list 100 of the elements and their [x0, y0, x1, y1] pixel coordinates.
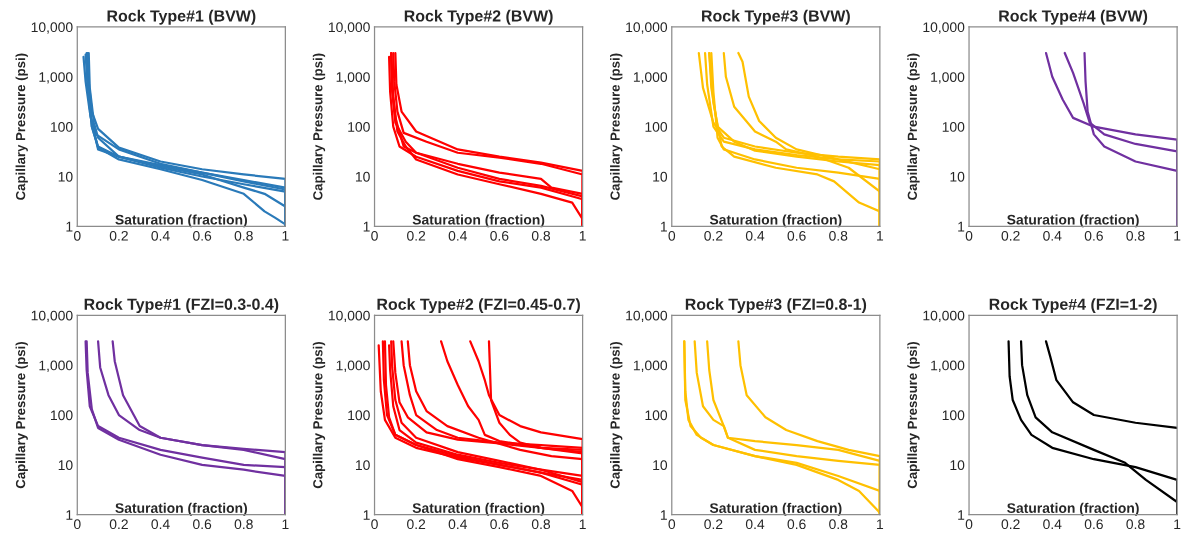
x-axis-title: Saturation (fraction): [412, 502, 545, 516]
x-tick-label: 0.6: [193, 230, 212, 241]
chart-title: Rock Type#3 (FZI=0.8-1): [685, 298, 867, 314]
y-axis-title: Capillary Pressure (psi): [312, 53, 326, 200]
y-tick-label: 100: [348, 122, 370, 132]
y-tick-label: 1: [660, 221, 667, 232]
x-tick-label: 0.2: [407, 519, 426, 530]
x-tick-label: 1: [1174, 231, 1181, 241]
x-tick-label: 0: [371, 230, 378, 241]
x-tick-label: 0: [73, 519, 81, 530]
y-tick-label: 1: [363, 510, 370, 520]
x-tick-label: 0.2: [407, 230, 426, 241]
x-tick-label: 0.4: [1043, 230, 1062, 241]
y-tick-label: 10,000: [31, 22, 73, 34]
x-tick-label: 1: [877, 519, 884, 529]
y-axis-title: Capillary Pressure (psi): [15, 341, 28, 489]
chart-title: Rock Type#4 (BVW): [999, 9, 1148, 25]
x-axis-title: Saturation (fraction): [1007, 502, 1139, 516]
y-tick-label: 1: [66, 510, 73, 520]
chart-title: Rock Type#1 (BVW): [107, 9, 256, 25]
y-axis-title: Capillary Pressure (psi): [312, 341, 326, 489]
y-tick-label: 1: [958, 221, 965, 232]
y-tick-label: 1: [660, 510, 667, 520]
chart-title: Rock Type#4 (FZI=1-2): [989, 298, 1157, 314]
y-tick-label: 1: [66, 221, 73, 232]
x-axis-title: Saturation (fraction): [412, 214, 545, 228]
y-tick-label: 10: [355, 171, 370, 182]
chart-title: Rock Type#1 (FZI=0.3-0.4): [84, 298, 279, 314]
y-axis-title: Capillary Pressure (psi): [907, 53, 920, 200]
x-axis-title: Saturation (fraction): [1007, 214, 1139, 228]
x-tick-label: 0.6: [490, 519, 509, 530]
y-tick-label: 100: [645, 122, 668, 132]
x-tick-label: 0.8: [531, 230, 551, 241]
x-tick-label: 0: [668, 519, 676, 530]
y-tick-label: 1,000: [931, 72, 965, 84]
x-tick-label: 0.2: [109, 519, 128, 530]
chart-title: Rock Type#2 (BVW): [404, 9, 553, 25]
y-tick-label: 1,000: [633, 360, 668, 372]
x-tick-label: 0.6: [1084, 230, 1103, 241]
y-tick-label: 10,000: [923, 310, 965, 323]
x-tick-label: 0.4: [151, 230, 170, 241]
y-axis-title: Capillary Pressure (psi): [15, 53, 28, 200]
x-tick-label: 0.6: [787, 230, 806, 241]
x-axis-title: Saturation (fraction): [709, 214, 842, 228]
x-axis-title: Saturation (fraction): [115, 214, 247, 228]
x-tick-label: 0.6: [1084, 519, 1103, 530]
x-tick-label: 1: [877, 231, 884, 241]
x-tick-label: 0.2: [1001, 230, 1020, 241]
x-tick-label: 0.8: [531, 519, 551, 530]
x-tick-label: 1: [579, 519, 586, 529]
x-tick-label: 0.4: [1043, 519, 1062, 530]
y-tick-label: 100: [942, 122, 965, 132]
x-tick-label: 0.8: [1126, 230, 1145, 241]
x-tick-label: 0.4: [151, 519, 170, 530]
y-tick-label: 1,000: [931, 360, 965, 372]
x-tick-label: 0.2: [704, 519, 723, 530]
x-tick-label: 0.8: [1126, 519, 1145, 530]
x-tick-label: 0.6: [193, 519, 212, 530]
x-tick-label: 0.4: [448, 230, 468, 241]
x-tick-label: 1: [579, 231, 586, 241]
y-tick-label: 100: [51, 410, 73, 421]
y-tick-label: 1,000: [39, 72, 73, 84]
x-axis-title: Saturation (fraction): [709, 502, 842, 516]
y-tick-label: 10: [58, 460, 73, 471]
y-tick-label: 10: [653, 460, 668, 471]
y-tick-label: 10: [355, 460, 370, 471]
y-tick-label: 1,000: [336, 72, 370, 84]
y-tick-label: 10,000: [328, 310, 370, 323]
x-tick-label: 0: [73, 230, 81, 241]
x-tick-label: 0.6: [490, 230, 509, 241]
x-tick-label: 0.4: [448, 519, 468, 530]
x-tick-label: 0: [965, 519, 973, 530]
x-axis-title: Saturation (fraction): [115, 502, 247, 516]
x-tick-label: 0.8: [829, 230, 848, 241]
y-tick-label: 10,000: [328, 22, 370, 34]
y-tick-label: 100: [942, 410, 965, 421]
y-tick-label: 10: [653, 171, 668, 182]
y-tick-label: 100: [645, 410, 668, 421]
y-tick-label: 1,000: [39, 360, 73, 372]
y-tick-label: 100: [348, 410, 370, 421]
x-tick-label: 0.8: [234, 519, 253, 530]
y-tick-label: 10,000: [31, 310, 73, 323]
x-tick-label: 0: [668, 230, 676, 241]
x-tick-label: 1: [1174, 519, 1181, 529]
x-tick-label: 0: [371, 519, 378, 530]
chart-title: Rock Type#2 (FZI=0.45-0.7): [377, 298, 580, 314]
y-tick-label: 10,000: [923, 22, 965, 34]
y-tick-label: 1: [363, 221, 370, 232]
x-tick-label: 0: [965, 230, 973, 241]
y-axis-title: Capillary Pressure (psi): [610, 341, 623, 489]
y-axis-title: Capillary Pressure (psi): [907, 341, 920, 489]
x-tick-label: 0.6: [787, 519, 806, 530]
x-tick-label: 0.4: [745, 519, 765, 530]
x-tick-label: 1: [282, 519, 289, 529]
x-tick-label: 0.4: [745, 230, 765, 241]
y-tick-label: 10: [950, 171, 965, 182]
x-tick-label: 0.2: [704, 230, 723, 241]
y-axis-title: Capillary Pressure (psi): [610, 53, 623, 200]
x-tick-label: 0.8: [234, 230, 253, 241]
chart-title: Rock Type#3 (BVW): [702, 9, 850, 25]
